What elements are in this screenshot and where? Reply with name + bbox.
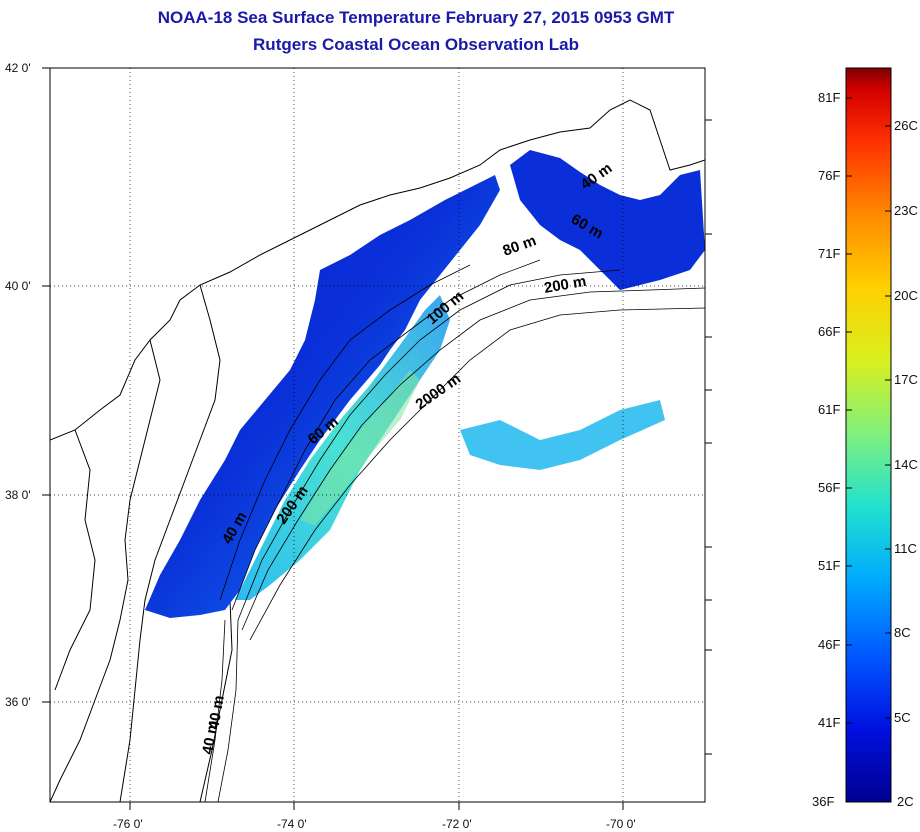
contour-label: 80 m xyxy=(501,232,539,260)
colorbar-f-label: 56F xyxy=(818,480,840,495)
chesapeake-coast xyxy=(50,339,161,802)
sst-coastal-band xyxy=(145,175,500,618)
colorbar-f-label: 76F xyxy=(818,168,840,183)
sst-gulf-of-maine xyxy=(510,150,705,290)
isobath-south xyxy=(204,619,239,802)
sst-shelf-core xyxy=(300,370,420,525)
lon-tick-label: -76 0' xyxy=(113,817,143,831)
colorbar-f-label: 41F xyxy=(818,715,840,730)
map-title: NOAA-18 Sea Surface Temperature February… xyxy=(157,8,675,27)
delmarva-coast xyxy=(119,284,221,802)
colorbar-c-label: 2C xyxy=(897,794,914,809)
colorbar-f-label: 51F xyxy=(818,558,840,573)
colorbar-f-label: 66F xyxy=(818,324,840,339)
lon-tick-label: -70 0' xyxy=(606,817,636,831)
contour-label: 40 m xyxy=(205,694,228,731)
colorbar-c-label: 8C xyxy=(894,625,911,640)
contour-label: 40 m xyxy=(199,719,222,756)
coastline xyxy=(50,99,705,441)
lat-tick-label: 36 0' xyxy=(5,695,31,709)
isobath-200m xyxy=(241,287,705,631)
map-body: 40 m 60 m 80 m 100 m 200 m 2000 m 200 m … xyxy=(50,68,705,802)
colorbar-c-label: 20C xyxy=(894,288,918,303)
colorbar xyxy=(845,67,892,803)
isobath-60m xyxy=(231,259,541,611)
colorbar-c-label: 11C xyxy=(894,541,917,556)
isobath-100m xyxy=(237,269,621,621)
colorbar-c-label: 23C xyxy=(894,203,918,218)
colorbar-c-label: 5C xyxy=(894,710,911,725)
lat-tick-label: 38 0' xyxy=(5,488,31,502)
colorbar-ticks xyxy=(846,97,891,724)
lat-tick-label: 42 0' xyxy=(5,61,31,75)
colorbar-c-label: 14C xyxy=(894,457,918,472)
axis-ticks xyxy=(42,67,712,810)
map-frame xyxy=(49,67,706,803)
colorbar-f-label: 71F xyxy=(818,246,840,261)
colorbar-f-label: 61F xyxy=(818,402,840,417)
bay-shore xyxy=(54,429,96,691)
colorbar-f-label: 81F xyxy=(818,90,840,105)
map-subtitle: Rutgers Coastal Ocean Observation Lab xyxy=(253,35,579,54)
colorbar-f-label: 36F xyxy=(812,794,834,809)
carolina-coast xyxy=(199,599,233,802)
isobath-2000m xyxy=(249,307,705,641)
sst-shelf-warm xyxy=(235,295,450,600)
colorbar-f-label: 46F xyxy=(818,637,840,652)
lat-tick-label: 40 0' xyxy=(5,279,31,293)
lon-tick-label: -74 0' xyxy=(277,817,307,831)
colorbar-c-label: 26C xyxy=(894,118,918,133)
isobath-40m xyxy=(219,264,471,601)
lon-tick-label: -72 0' xyxy=(442,817,472,831)
colorbar-c-label: 17C xyxy=(894,372,918,387)
sst-offshore-patch xyxy=(460,400,665,470)
